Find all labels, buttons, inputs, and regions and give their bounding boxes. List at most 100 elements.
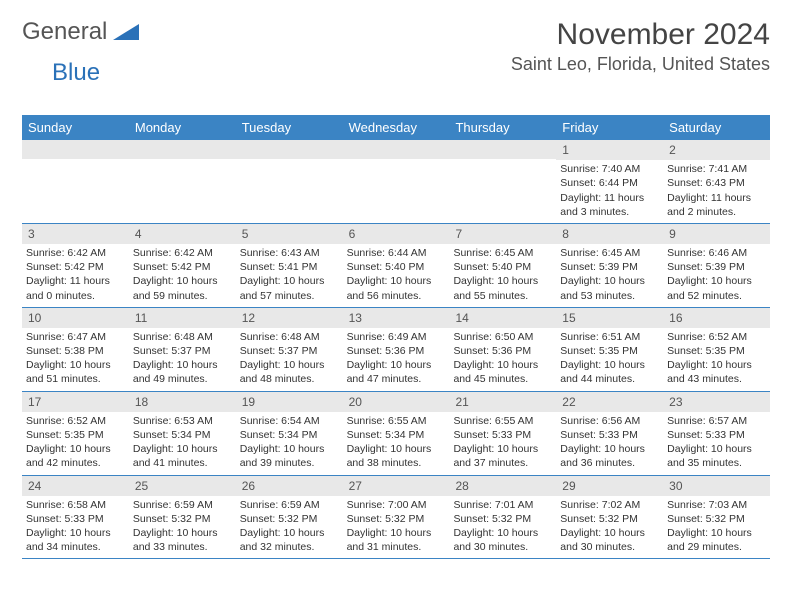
day-number <box>236 140 343 159</box>
daylight-text: Daylight: 10 hours and 53 minutes. <box>560 274 659 302</box>
day-number: 29 <box>556 476 663 496</box>
sunset-text: Sunset: 5:36 PM <box>347 344 446 358</box>
daylight-text: Daylight: 10 hours and 47 minutes. <box>347 358 446 386</box>
day-number <box>449 140 556 159</box>
day-number: 14 <box>449 308 556 328</box>
sunset-text: Sunset: 5:34 PM <box>240 428 339 442</box>
sunset-text: Sunset: 5:40 PM <box>453 260 552 274</box>
sunset-text: Sunset: 5:32 PM <box>240 512 339 526</box>
day-cell <box>236 140 343 223</box>
day-body: Sunrise: 6:59 AMSunset: 5:32 PMDaylight:… <box>129 496 236 559</box>
day-body: Sunrise: 6:49 AMSunset: 5:36 PMDaylight:… <box>343 328 450 391</box>
daylight-text: Daylight: 10 hours and 41 minutes. <box>133 442 232 470</box>
sunrise-text: Sunrise: 7:00 AM <box>347 498 446 512</box>
day-cell: 26Sunrise: 6:59 AMSunset: 5:32 PMDayligh… <box>236 476 343 559</box>
day-number: 3 <box>22 224 129 244</box>
weekday-header-row: SundayMondayTuesdayWednesdayThursdayFrid… <box>22 115 770 140</box>
sunset-text: Sunset: 5:32 PM <box>453 512 552 526</box>
day-cell: 16Sunrise: 6:52 AMSunset: 5:35 PMDayligh… <box>663 308 770 391</box>
sunrise-text: Sunrise: 6:51 AM <box>560 330 659 344</box>
daylight-text: Daylight: 11 hours and 0 minutes. <box>26 274 125 302</box>
day-body: Sunrise: 6:58 AMSunset: 5:33 PMDaylight:… <box>22 496 129 559</box>
month-title: November 2024 <box>511 18 770 52</box>
sunrise-text: Sunrise: 7:03 AM <box>667 498 766 512</box>
daylight-text: Daylight: 10 hours and 56 minutes. <box>347 274 446 302</box>
day-cell: 15Sunrise: 6:51 AMSunset: 5:35 PMDayligh… <box>556 308 663 391</box>
day-number: 21 <box>449 392 556 412</box>
day-body: Sunrise: 6:52 AMSunset: 5:35 PMDaylight:… <box>663 328 770 391</box>
day-body: Sunrise: 6:57 AMSunset: 5:33 PMDaylight:… <box>663 412 770 475</box>
day-number: 20 <box>343 392 450 412</box>
day-cell: 19Sunrise: 6:54 AMSunset: 5:34 PMDayligh… <box>236 392 343 475</box>
day-number: 10 <box>22 308 129 328</box>
daylight-text: Daylight: 10 hours and 42 minutes. <box>26 442 125 470</box>
day-cell: 7Sunrise: 6:45 AMSunset: 5:40 PMDaylight… <box>449 224 556 307</box>
day-number: 9 <box>663 224 770 244</box>
day-number: 18 <box>129 392 236 412</box>
sunset-text: Sunset: 5:35 PM <box>667 344 766 358</box>
sunrise-text: Sunrise: 6:48 AM <box>240 330 339 344</box>
sunrise-text: Sunrise: 6:45 AM <box>560 246 659 260</box>
day-number: 16 <box>663 308 770 328</box>
sunset-text: Sunset: 5:35 PM <box>26 428 125 442</box>
sunset-text: Sunset: 5:39 PM <box>560 260 659 274</box>
sunrise-text: Sunrise: 6:49 AM <box>347 330 446 344</box>
sunset-text: Sunset: 5:41 PM <box>240 260 339 274</box>
day-cell: 2Sunrise: 7:41 AMSunset: 6:43 PMDaylight… <box>663 140 770 223</box>
daylight-text: Daylight: 10 hours and 57 minutes. <box>240 274 339 302</box>
day-cell: 24Sunrise: 6:58 AMSunset: 5:33 PMDayligh… <box>22 476 129 559</box>
day-body: Sunrise: 6:52 AMSunset: 5:35 PMDaylight:… <box>22 412 129 475</box>
week-row: 10Sunrise: 6:47 AMSunset: 5:38 PMDayligh… <box>22 308 770 392</box>
sunset-text: Sunset: 5:33 PM <box>667 428 766 442</box>
weekday-header: Thursday <box>449 115 556 140</box>
day-cell: 28Sunrise: 7:01 AMSunset: 5:32 PMDayligh… <box>449 476 556 559</box>
sunset-text: Sunset: 5:35 PM <box>560 344 659 358</box>
sunset-text: Sunset: 5:32 PM <box>667 512 766 526</box>
sunrise-text: Sunrise: 6:54 AM <box>240 414 339 428</box>
day-number: 6 <box>343 224 450 244</box>
day-number: 27 <box>343 476 450 496</box>
day-body: Sunrise: 6:47 AMSunset: 5:38 PMDaylight:… <box>22 328 129 391</box>
day-body: Sunrise: 7:00 AMSunset: 5:32 PMDaylight:… <box>343 496 450 559</box>
sunrise-text: Sunrise: 7:40 AM <box>560 162 659 176</box>
day-cell <box>449 140 556 223</box>
day-number: 25 <box>129 476 236 496</box>
sunrise-text: Sunrise: 6:56 AM <box>560 414 659 428</box>
day-cell: 14Sunrise: 6:50 AMSunset: 5:36 PMDayligh… <box>449 308 556 391</box>
sunrise-text: Sunrise: 6:59 AM <box>240 498 339 512</box>
daylight-text: Daylight: 10 hours and 55 minutes. <box>453 274 552 302</box>
logo-triangle-icon <box>113 20 139 45</box>
week-row: 24Sunrise: 6:58 AMSunset: 5:33 PMDayligh… <box>22 476 770 560</box>
day-cell: 17Sunrise: 6:52 AMSunset: 5:35 PMDayligh… <box>22 392 129 475</box>
sunrise-text: Sunrise: 6:52 AM <box>667 330 766 344</box>
daylight-text: Daylight: 10 hours and 36 minutes. <box>560 442 659 470</box>
sunrise-text: Sunrise: 6:44 AM <box>347 246 446 260</box>
day-body: Sunrise: 6:50 AMSunset: 5:36 PMDaylight:… <box>449 328 556 391</box>
day-body: Sunrise: 7:03 AMSunset: 5:32 PMDaylight:… <box>663 496 770 559</box>
sunrise-text: Sunrise: 6:55 AM <box>347 414 446 428</box>
day-cell: 30Sunrise: 7:03 AMSunset: 5:32 PMDayligh… <box>663 476 770 559</box>
day-cell <box>22 140 129 223</box>
daylight-text: Daylight: 10 hours and 37 minutes. <box>453 442 552 470</box>
day-body: Sunrise: 6:48 AMSunset: 5:37 PMDaylight:… <box>129 328 236 391</box>
day-cell: 12Sunrise: 6:48 AMSunset: 5:37 PMDayligh… <box>236 308 343 391</box>
sunset-text: Sunset: 5:38 PM <box>26 344 125 358</box>
day-body: Sunrise: 6:46 AMSunset: 5:39 PMDaylight:… <box>663 244 770 307</box>
day-number: 30 <box>663 476 770 496</box>
daylight-text: Daylight: 10 hours and 32 minutes. <box>240 526 339 554</box>
day-cell: 3Sunrise: 6:42 AMSunset: 5:42 PMDaylight… <box>22 224 129 307</box>
day-body: Sunrise: 6:55 AMSunset: 5:34 PMDaylight:… <box>343 412 450 475</box>
week-row: 1Sunrise: 7:40 AMSunset: 6:44 PMDaylight… <box>22 140 770 224</box>
daylight-text: Daylight: 10 hours and 33 minutes. <box>133 526 232 554</box>
daylight-text: Daylight: 10 hours and 29 minutes. <box>667 526 766 554</box>
sunset-text: Sunset: 5:32 PM <box>560 512 659 526</box>
day-number: 28 <box>449 476 556 496</box>
day-body: Sunrise: 6:54 AMSunset: 5:34 PMDaylight:… <box>236 412 343 475</box>
day-cell: 11Sunrise: 6:48 AMSunset: 5:37 PMDayligh… <box>129 308 236 391</box>
weekday-header: Sunday <box>22 115 129 140</box>
day-body: Sunrise: 6:59 AMSunset: 5:32 PMDaylight:… <box>236 496 343 559</box>
day-cell: 20Sunrise: 6:55 AMSunset: 5:34 PMDayligh… <box>343 392 450 475</box>
sunrise-text: Sunrise: 7:01 AM <box>453 498 552 512</box>
sunrise-text: Sunrise: 6:50 AM <box>453 330 552 344</box>
day-number: 23 <box>663 392 770 412</box>
